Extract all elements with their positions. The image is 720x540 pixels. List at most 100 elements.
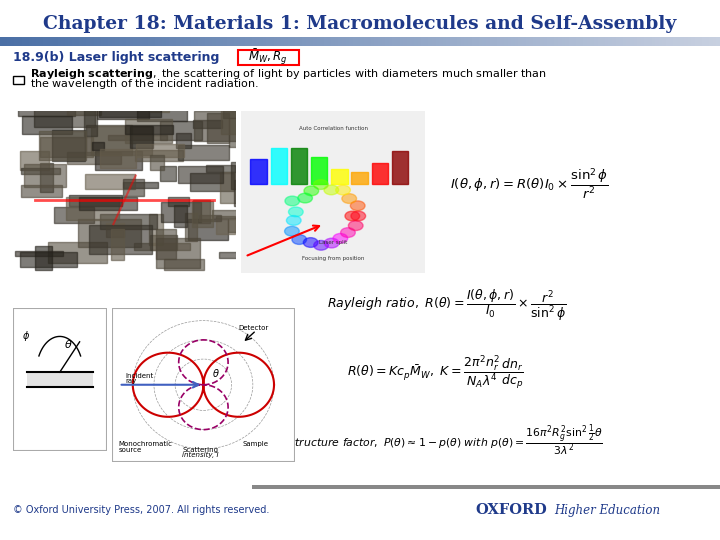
Bar	[572, 37, 576, 46]
Bar	[99, 148, 136, 168]
Ellipse shape	[342, 194, 356, 204]
Bar	[83, 37, 86, 46]
Bar	[52, 130, 85, 161]
Bar	[335, 37, 338, 46]
Bar	[378, 37, 382, 46]
Bar	[212, 37, 216, 46]
Bar	[374, 37, 378, 46]
Bar	[320, 37, 324, 46]
Bar	[92, 142, 104, 150]
Bar	[223, 103, 285, 118]
Bar	[490, 37, 493, 46]
Bar	[500, 37, 504, 46]
Bar	[666, 37, 670, 46]
Bar	[140, 37, 144, 46]
Bar	[199, 215, 221, 221]
Bar	[680, 37, 684, 46]
Text: $I(\theta,\phi,r) = R(\theta)I_0 \times \dfrac{\sin^2\phi}{r^2}$: $I(\theta,\phi,r) = R(\theta)I_0 \times …	[450, 166, 608, 201]
Bar	[713, 37, 716, 46]
Bar	[206, 165, 235, 172]
Ellipse shape	[287, 215, 301, 225]
Bar	[221, 108, 256, 133]
Bar	[50, 37, 54, 46]
Text: $\bar{M}_W, R_g$: $\bar{M}_W, R_g$	[248, 48, 288, 67]
Bar	[94, 37, 97, 46]
Bar	[349, 37, 353, 46]
Bar	[342, 37, 346, 46]
Text: $\mathit{Rayleigh\ ratio,}\ R(\theta) = \dfrac{I(\theta,\phi,r)}{I_0} \times \df: $\mathit{Rayleigh\ ratio,}\ R(\theta) = …	[327, 287, 566, 323]
Text: ray: ray	[126, 378, 137, 384]
Bar	[587, 37, 590, 46]
Bar	[40, 37, 43, 46]
Bar	[421, 37, 425, 46]
Bar	[216, 37, 220, 46]
Bar	[259, 37, 263, 46]
Bar	[511, 37, 515, 46]
Bar	[601, 37, 605, 46]
Bar	[89, 225, 152, 254]
Bar	[111, 228, 124, 260]
Text: Sample: Sample	[242, 441, 269, 447]
Ellipse shape	[284, 226, 300, 236]
Bar	[135, 144, 184, 157]
Ellipse shape	[292, 235, 307, 245]
Bar	[126, 37, 130, 46]
Bar	[148, 37, 151, 46]
Text: $\phi$: $\phi$	[22, 329, 30, 343]
Bar	[547, 37, 551, 46]
Bar	[652, 37, 655, 46]
Bar	[122, 37, 126, 46]
Bar	[270, 37, 274, 46]
Bar	[86, 125, 132, 154]
Bar	[76, 37, 79, 46]
Text: intensity, I: intensity, I	[182, 452, 219, 458]
Bar	[22, 116, 73, 134]
Text: Incident: Incident	[126, 373, 154, 379]
Bar	[47, 37, 50, 46]
Ellipse shape	[285, 196, 300, 206]
Bar	[659, 37, 662, 46]
Bar	[702, 37, 706, 46]
Bar	[616, 37, 619, 46]
Bar	[19, 252, 77, 267]
Bar	[583, 37, 587, 46]
Bar	[612, 37, 616, 46]
Bar	[565, 37, 569, 46]
Text: 18.9(b) Laser light scattering: 18.9(b) Laser light scattering	[13, 51, 220, 64]
Bar	[351, 172, 368, 184]
Bar	[84, 109, 96, 136]
Bar	[486, 37, 490, 46]
Ellipse shape	[304, 186, 319, 195]
Bar	[472, 37, 475, 46]
Bar	[230, 118, 293, 147]
Bar	[27, 372, 92, 387]
Bar	[706, 37, 709, 46]
Bar	[96, 97, 148, 119]
Text: Laser split: Laser split	[319, 240, 347, 245]
Bar	[122, 179, 143, 196]
Ellipse shape	[303, 238, 318, 247]
Bar	[11, 37, 14, 46]
Bar	[497, 37, 500, 46]
Bar	[123, 183, 158, 188]
Bar	[180, 37, 184, 46]
Bar	[66, 197, 119, 220]
Bar	[248, 37, 252, 46]
Bar	[40, 163, 53, 192]
Bar	[78, 197, 138, 210]
Bar	[212, 211, 244, 218]
Bar	[54, 207, 94, 224]
Bar	[25, 37, 29, 46]
Bar	[432, 37, 436, 46]
Bar	[551, 37, 554, 46]
Bar	[119, 37, 122, 46]
Bar	[311, 158, 328, 184]
Bar	[150, 235, 177, 250]
Bar	[198, 37, 202, 46]
Bar	[338, 37, 342, 46]
Bar	[313, 37, 317, 46]
Bar	[166, 37, 169, 46]
Bar	[464, 37, 468, 46]
Bar	[79, 37, 83, 46]
Bar	[425, 37, 428, 46]
